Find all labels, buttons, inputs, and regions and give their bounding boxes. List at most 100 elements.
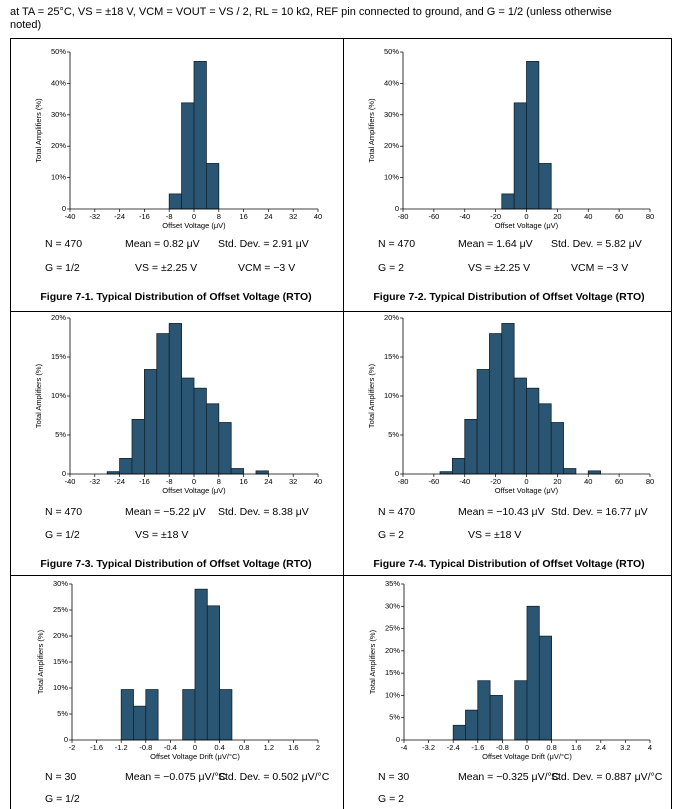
bar [156,333,170,475]
stat: N = 470 [45,506,82,518]
x-tick-label: 40 [314,212,322,221]
x-tick-label: 1.6 [571,743,581,752]
y-tick-label: 0 [62,469,66,478]
stat: N = 470 [378,506,415,518]
bar [476,369,490,475]
x-tick-label: -80 [398,477,409,486]
y-tick-label: 35% [385,579,400,588]
x-axis-label: Offset Voltage (μV) [495,221,559,230]
bar [168,193,182,210]
x-tick-label: 0.4 [214,743,224,752]
x-tick-label: 0 [193,743,197,752]
x-tick-label: -40 [459,477,470,486]
x-tick-label: 60 [615,477,623,486]
y-tick-label: 5% [389,713,400,722]
x-tick-label: -80 [398,212,409,221]
bar [119,457,133,475]
x-tick-label: -16 [139,212,150,221]
bar [465,709,479,741]
x-axis-label: Offset Voltage Drift (μV/°C) [150,752,240,761]
stat: VS = ±2.25 V [135,262,197,274]
y-tick-label: 15% [385,668,400,677]
y-tick-label: 40% [51,78,66,87]
x-tick-label: 8 [217,477,221,486]
note: at TA = 25°C, VS = ±18 V, VCM = VOUT = V… [10,6,612,31]
bar [131,418,145,475]
x-tick-label: 24 [264,212,272,221]
bar [181,377,195,475]
x-tick-label: -40 [459,212,470,221]
bar [514,680,528,741]
y-tick-label: 20% [385,646,400,655]
y-tick-label: 0 [395,469,399,478]
grid-frame [10,38,672,809]
y-axis-label: Total Amplifiers (%) [367,363,376,428]
bar [218,422,232,475]
x-tick-label: 3.2 [620,743,630,752]
x-tick-label: -0.4 [164,743,177,752]
bar [501,323,515,475]
figure-caption: Figure 7-1. Typical Distribution of Offs… [40,291,311,303]
x-tick-label: 0 [524,477,528,486]
x-tick-label: -1.6 [471,743,484,752]
stat: VS = ±18 V [135,529,188,541]
y-tick-label: 10% [51,391,66,400]
x-axis-label: Offset Voltage (μV) [162,221,226,230]
bar [526,387,540,475]
stat: Std. Dev. = 0.502 μV/°C [218,771,330,783]
y-axis-label: Total Amplifiers (%) [34,363,43,428]
x-tick-label: -40 [65,477,76,486]
x-tick-label: -32 [89,212,100,221]
bar [145,689,159,741]
bar [526,605,540,741]
x-tick-label: 0 [525,743,529,752]
x-tick-label: -60 [428,212,439,221]
x-tick-label: 1.6 [288,743,298,752]
bar [193,387,207,475]
stat: Mean = 1.64 μV [458,238,533,250]
x-tick-label: 80 [646,477,654,486]
bar [205,163,220,210]
bar [143,369,158,475]
bar [501,193,515,210]
figure-caption: Figure 7-4. Typical Distribution of Offs… [373,558,644,570]
x-tick-label: -3.2 [422,743,435,752]
bar [526,61,540,210]
bar [513,377,527,475]
stat: N = 470 [45,238,82,250]
x-tick-label: -0.8 [139,743,152,752]
y-tick-label: 5% [55,430,66,439]
bar [513,102,527,210]
y-tick-label: 30% [53,579,68,588]
y-tick-label: 10% [53,683,68,692]
x-tick-label: 32 [289,477,297,486]
x-axis-label: Offset Voltage (μV) [162,486,226,495]
x-tick-label: -16 [139,477,150,486]
stat: VS = ±2.25 V [468,262,530,274]
y-tick-label: 15% [53,657,68,666]
x-tick-label: -4 [401,743,408,752]
bar [563,468,577,475]
bar [193,61,207,210]
stat: VCM = −3 V [238,262,295,274]
y-tick-label: 25% [53,605,68,614]
bar [181,102,195,210]
stat: Std. Dev. = 16.77 μV [551,506,648,518]
x-tick-label: -60 [428,477,439,486]
x-tick-label: 20 [553,477,561,486]
bar [168,323,182,475]
y-axis-label: Total Amplifiers (%) [34,98,43,163]
x-tick-label: 32 [289,212,297,221]
bar [451,457,466,475]
x-tick-label: 60 [615,212,623,221]
x-axis-label: Offset Voltage Drift (μV/°C) [482,752,572,761]
bar [194,588,208,741]
bar [133,705,147,741]
bar [230,468,244,475]
bar [489,695,503,741]
x-tick-label: 0 [192,212,196,221]
stat: Std. Dev. = 8.38 μV [218,506,309,518]
x-tick-label: -24 [114,477,125,486]
stat: G = 1/2 [45,262,80,274]
